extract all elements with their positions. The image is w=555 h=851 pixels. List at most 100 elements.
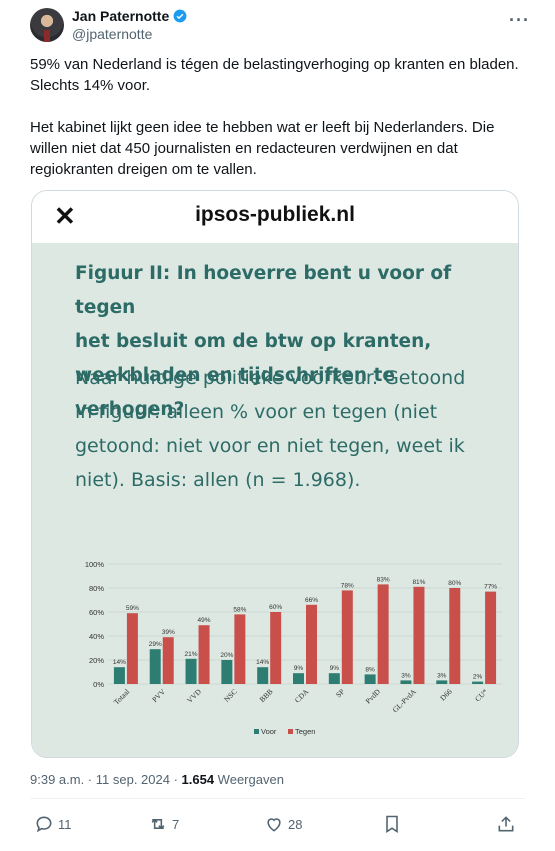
- more-options-icon[interactable]: ···: [509, 10, 530, 30]
- view-count: 1.654: [181, 772, 215, 787]
- data-label: 8%: [365, 666, 375, 673]
- bar-tegen: [270, 612, 282, 684]
- x-tick-label: SP: [334, 687, 346, 699]
- x-tick-label: GL-PvdA: [391, 687, 419, 715]
- figure-subtitle-line: getoond: niet voor en niet tegen, weet i…: [75, 435, 465, 457]
- figure-subtitle-line: Naar huidige politieke voorkeur. Getoond: [75, 367, 466, 389]
- legend-swatch: [254, 729, 259, 734]
- bar-voor: [221, 660, 233, 684]
- bar-chart: 0% 20% 40% 60% 80% 100% 14% 59% Totaal 29%39% PVV 2…: [85, 560, 502, 736]
- bookmark-icon: [386, 815, 398, 833]
- retweet-button[interactable]: 7: [148, 814, 179, 834]
- y-tick-label: 100%: [85, 560, 105, 569]
- bar-voor: [436, 680, 448, 684]
- data-label: 66%: [305, 597, 318, 604]
- author-handle[interactable]: @jpaternotte: [72, 26, 153, 42]
- share-button[interactable]: [496, 814, 516, 834]
- figure-subtitle-line: niet). Basis: allen (n = 1.968).: [75, 469, 361, 491]
- bar-tegen: [306, 604, 317, 684]
- avatar[interactable]: [30, 8, 64, 42]
- bar-voor: [185, 658, 197, 684]
- x-tick-label: D66: [438, 687, 454, 703]
- media-card[interactable]: ✕ ipsos-publiek.nl Figuur II: In hoeverr…: [31, 190, 519, 758]
- divider: [30, 798, 525, 799]
- x-tick-label: CDA: [293, 687, 311, 705]
- x-tick-label: Totaal: [112, 687, 132, 707]
- y-tick-label: 40%: [89, 632, 104, 641]
- legend-label: Tegen: [295, 727, 315, 736]
- tweet-text-line: regiokranten dreigen om te vallen.: [30, 161, 257, 178]
- data-label: 9%: [330, 665, 340, 672]
- bar-voor: [328, 673, 340, 684]
- tweet-text: 59% van Nederland is tégen de belastingv…: [30, 54, 530, 180]
- data-label: 49%: [198, 617, 211, 624]
- data-label: 80%: [448, 580, 461, 587]
- data-label: 21%: [185, 651, 198, 658]
- data-label: 2%: [473, 674, 483, 681]
- bar-tegen: [485, 591, 497, 684]
- data-label: 29%: [149, 641, 162, 648]
- author-name-row[interactable]: Jan Paternotte: [72, 8, 187, 24]
- retweet-icon: [151, 818, 165, 830]
- bar-tegen: [126, 613, 138, 684]
- bar-voor: [293, 673, 304, 684]
- author-name[interactable]: Jan Paternotte: [72, 8, 170, 24]
- reply-count: 11: [58, 816, 72, 832]
- verified-badge-icon: [173, 9, 187, 23]
- legend-label: Voor: [261, 727, 277, 736]
- bar-tegen: [198, 625, 210, 684]
- views-label: Weergaven: [214, 772, 284, 787]
- x-tick-label: NSC: [222, 687, 239, 704]
- figure-subtitle-line: in figuur: alleen % voor en tegen (niet: [75, 401, 438, 423]
- x-tick-label: CU*: [473, 687, 490, 704]
- tweet-header: Jan Paternotte @jpaternotte ···: [30, 8, 530, 48]
- timestamp[interactable]: 9:39 a.m. · 11 sep. 2024 ·: [30, 772, 182, 787]
- figure-title-line: het besluit om de btw op kranten,: [75, 331, 432, 352]
- heart-icon: [267, 818, 281, 832]
- bar-voor: [257, 667, 269, 684]
- bar-tegen: [234, 614, 246, 684]
- share-icon: [498, 816, 514, 832]
- bar-tegen: [162, 637, 174, 684]
- bar-voor: [472, 681, 484, 684]
- data-label: 14%: [113, 659, 126, 666]
- figure-subtitle: Naar huidige politieke voorkeur. Getoond…: [75, 361, 495, 497]
- reply-icon: [36, 816, 52, 833]
- data-label: 78%: [341, 582, 354, 589]
- bar-tegen: [341, 590, 353, 684]
- x-tick-label: PVV: [150, 687, 167, 704]
- data-label: 83%: [377, 576, 390, 583]
- reply-button[interactable]: 11: [34, 814, 72, 834]
- legend-swatch: [288, 729, 293, 734]
- data-label: 59%: [126, 605, 139, 612]
- bar-voor: [149, 649, 161, 684]
- figure-title-line: Figuur II: In hoeverre bent u voor of te…: [75, 263, 452, 318]
- x-tick-label: PvdD: [364, 687, 383, 706]
- like-button[interactable]: 28: [264, 814, 302, 834]
- data-label: 14%: [256, 659, 269, 666]
- bar-tegen: [413, 586, 425, 684]
- tweet-text-line: willen niet dat 450 journalisten en reda…: [30, 140, 458, 157]
- data-label: 9%: [294, 665, 304, 672]
- card-header: ✕ ipsos-publiek.nl: [32, 191, 518, 243]
- tweet-text-line: Slechts 14% voor.: [30, 77, 151, 94]
- y-tick-label: 20%: [89, 656, 104, 665]
- data-label: 3%: [437, 672, 447, 679]
- data-label: 39%: [162, 629, 175, 636]
- y-tick-label: 80%: [89, 584, 104, 593]
- data-label: 3%: [401, 672, 411, 679]
- data-label: 77%: [484, 584, 497, 591]
- bar-voor: [400, 680, 412, 684]
- bar-voor: [113, 667, 125, 684]
- bar-voor: [364, 674, 376, 684]
- like-count: 28: [288, 816, 303, 832]
- tweet-text-line: 59% van Nederland is tégen de belastingv…: [30, 56, 519, 73]
- data-label: 20%: [220, 652, 233, 659]
- retweet-count: 7: [172, 816, 180, 832]
- site-name: ipsos-publiek.nl: [195, 203, 355, 226]
- tweet-meta: 9:39 a.m. · 11 sep. 2024 · 1.654 Weergav…: [30, 772, 284, 787]
- close-icon[interactable]: ✕: [54, 201, 76, 231]
- y-tick-label: 60%: [89, 608, 104, 617]
- bookmark-button[interactable]: [382, 814, 402, 834]
- figure-title-line: weekbladen en tijdschriften te verhogen?: [75, 365, 395, 420]
